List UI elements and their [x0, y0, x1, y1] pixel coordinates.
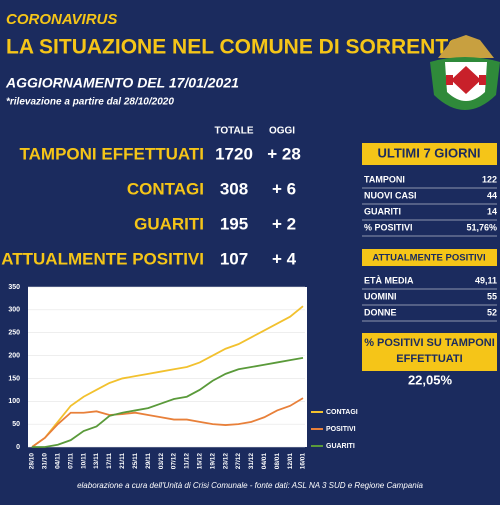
x-tick-label: 15/12 — [196, 453, 203, 470]
x-tick-label: 21/11 — [119, 453, 126, 469]
y-tick-label: 50 — [12, 421, 20, 428]
positives-title: ATTUALMENTE POSITIVI — [372, 253, 485, 264]
update: AGGIORNAMENTO DEL 17/01/2021 — [5, 75, 239, 91]
last7-value: 122 — [482, 174, 497, 184]
series-line — [32, 356, 304, 448]
y-tick-label: 150 — [8, 375, 20, 382]
stat-today: + 2 — [272, 214, 296, 233]
positives-value: 49,11 — [475, 275, 497, 285]
stat-total: 107 — [220, 249, 248, 268]
stat-total: 1720 — [215, 144, 253, 163]
legend-label: POSITIVI — [326, 426, 356, 433]
positives-label: ETÀ MEDIA — [364, 275, 414, 285]
positives-header-box — [362, 249, 497, 266]
positives-value: 55 — [487, 291, 497, 301]
x-tick-label: 12/01 — [287, 453, 294, 470]
series-line — [31, 305, 304, 448]
last7-label: TAMPONI — [364, 174, 405, 184]
positives-value: 52 — [487, 307, 497, 317]
x-tick-label: 03/12 — [158, 453, 165, 470]
note: *rilevazione a partire dal 28/10/2020 — [6, 97, 174, 108]
x-tick-label: 17/11 — [106, 453, 113, 469]
positives-label: DONNE — [364, 307, 397, 317]
kicker: CORONAVIRUS — [6, 11, 117, 28]
column-header: OGGI — [269, 126, 295, 137]
y-tick-label: 0 — [16, 444, 20, 451]
ratio-title: % POSITIVI SU TAMPONI EFFETTUATI — [364, 337, 495, 365]
x-tick-label: 04/01 — [261, 453, 268, 470]
legend-label: GUARITI — [326, 443, 355, 450]
x-tick-label: 29/11 — [145, 453, 152, 469]
x-tick-label: 31/10 — [42, 453, 49, 470]
column-header: TOTALE — [214, 126, 253, 137]
stat-today: + 4 — [272, 249, 297, 268]
x-tick-label: 10/11 — [80, 453, 87, 469]
last7-label: GUARITI — [364, 206, 401, 216]
title: LA SITUAZIONE NEL COMUNE DI SORRENTO — [6, 36, 464, 59]
x-tick-label: 07/11 — [67, 453, 74, 469]
last7-label: NUOVI CASI — [364, 190, 417, 200]
positives-label: UOMINI — [364, 291, 397, 301]
x-tick-label: 31/12 — [248, 453, 255, 470]
x-tick-label: 28/10 — [29, 453, 36, 470]
y-tick-label: 250 — [8, 330, 20, 337]
ratio-header-box — [362, 333, 497, 371]
x-tick-label: 19/12 — [209, 453, 216, 470]
stat-today: + 28 — [267, 144, 301, 163]
stat-total: 308 — [220, 179, 248, 198]
y-tick-label: 200 — [8, 352, 20, 359]
last7-header-box — [362, 143, 497, 165]
x-tick-label: 04/11 — [55, 453, 62, 469]
stat-label: ATTUALMENTE POSITIVI — [1, 249, 204, 268]
ratio-title-wrap: % POSITIVI SU TAMPONI EFFETTUATI — [364, 337, 495, 365]
stat-label: CONTAGI — [127, 179, 204, 198]
stat-today: + 6 — [272, 179, 296, 198]
last7-value: 14 — [487, 206, 497, 216]
x-tick-label: 08/01 — [274, 453, 281, 470]
stat-label: GUARITI — [134, 214, 204, 233]
last7-value: 44 — [487, 190, 497, 200]
stat-label: TAMPONI EFFETTUATI — [20, 144, 204, 163]
x-tick-label: 11/12 — [184, 453, 191, 469]
y-tick-label: 100 — [8, 398, 20, 405]
x-tick-label: 23/12 — [222, 453, 229, 470]
x-tick-label: 25/11 — [132, 453, 139, 469]
plot-area — [28, 287, 307, 447]
last7-label: % POSITIVI — [364, 222, 413, 232]
y-tick-label: 350 — [8, 284, 20, 291]
x-tick-label: 07/12 — [171, 453, 178, 470]
legend-label: CONTAGI — [326, 409, 358, 416]
last7-value: 51,76% — [466, 222, 497, 232]
x-tick-label: 13/11 — [93, 453, 100, 469]
y-tick-label: 300 — [8, 307, 20, 314]
last7-title: ULTIMI 7 GIORNI — [377, 145, 480, 160]
footer: elaborazione a cura dell'Unità di Crisi … — [77, 481, 423, 490]
x-tick-label: 27/12 — [235, 453, 242, 470]
ratio-value: 22,05% — [408, 372, 453, 387]
coat-of-arms — [430, 35, 500, 110]
series-line — [31, 397, 304, 448]
stat-total: 195 — [220, 214, 248, 233]
x-tick-label: 16/01 — [300, 453, 307, 470]
